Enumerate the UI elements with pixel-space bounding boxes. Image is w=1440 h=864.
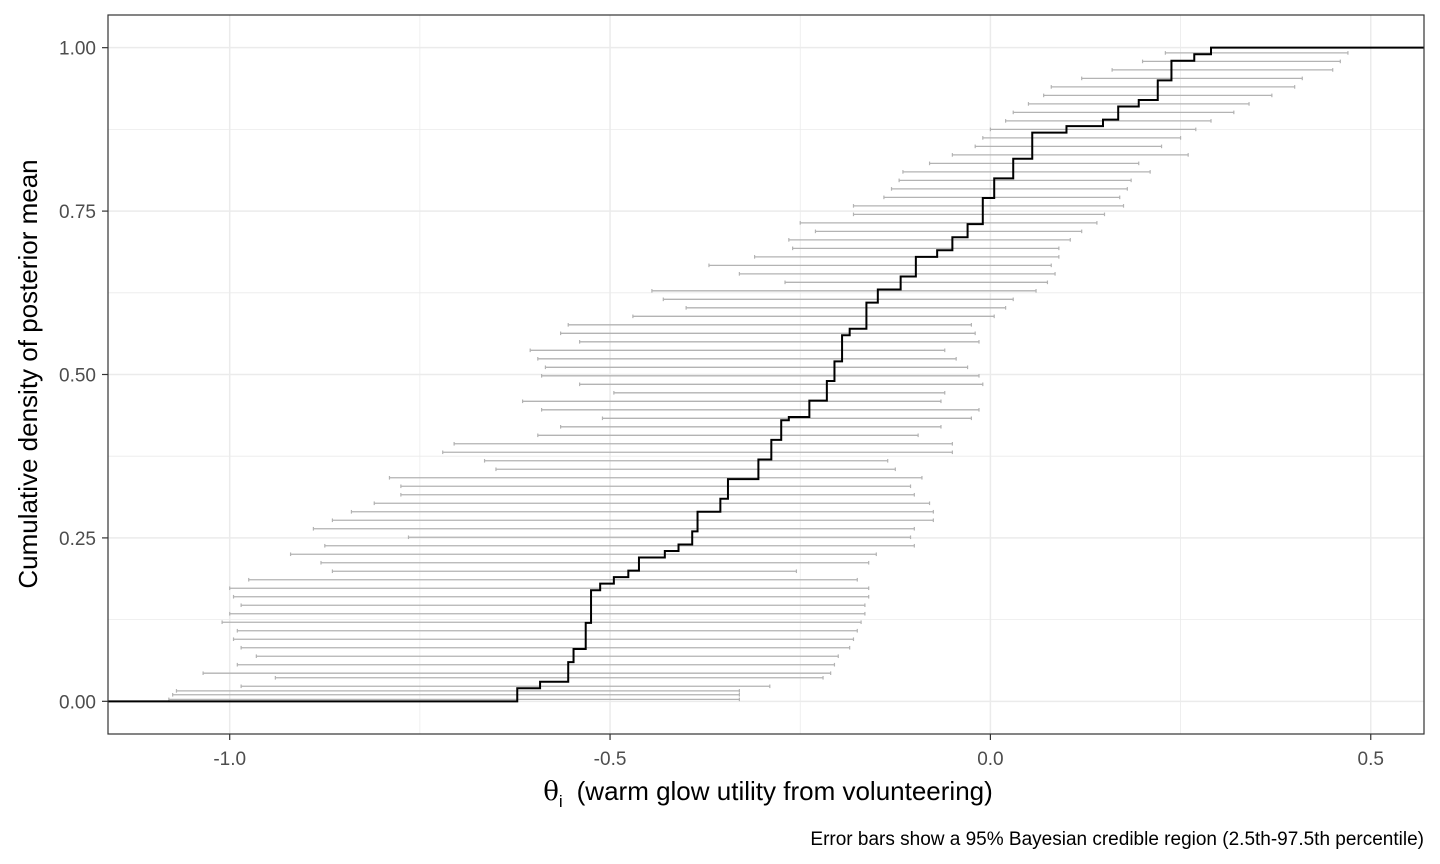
- x-tick-label: 0.0: [977, 749, 1003, 770]
- ecdf-layer: [108, 46, 1424, 703]
- x-axis-title-symbol: θ: [543, 777, 559, 807]
- x-tick-label: 0.5: [1358, 749, 1384, 770]
- y-axis-title: Cumulative density of posterior mean: [13, 159, 43, 588]
- grid-major-lines: [108, 15, 1424, 734]
- axis-ticks: [102, 47, 1372, 740]
- chart-caption: Error bars show a 95% Bayesian credible …: [810, 829, 1424, 850]
- y-tick-label: 1.00: [59, 39, 96, 60]
- x-tick-label: -1.0: [213, 749, 246, 770]
- y-tick-label: 0.00: [59, 692, 96, 713]
- y-tick-label: 0.50: [59, 366, 96, 387]
- credible-interval-bars: [168, 51, 1349, 702]
- y-tick-label: 0.75: [59, 202, 96, 223]
- axis-tick-labels: -1.0 -0.5 0.0 0.5 0.00 0.25 0.50 0.75 1.00: [59, 39, 1384, 770]
- x-axis-title-text: (warm glow utility from volunteering): [577, 776, 993, 806]
- x-axis-title: θi (warm glow utility from volunteering): [543, 776, 993, 811]
- x-axis-title-subscript: i: [559, 792, 563, 811]
- x-tick-label: -0.5: [594, 749, 627, 770]
- ecdf-step-line: [108, 46, 1424, 703]
- y-tick-label: 0.25: [59, 529, 96, 550]
